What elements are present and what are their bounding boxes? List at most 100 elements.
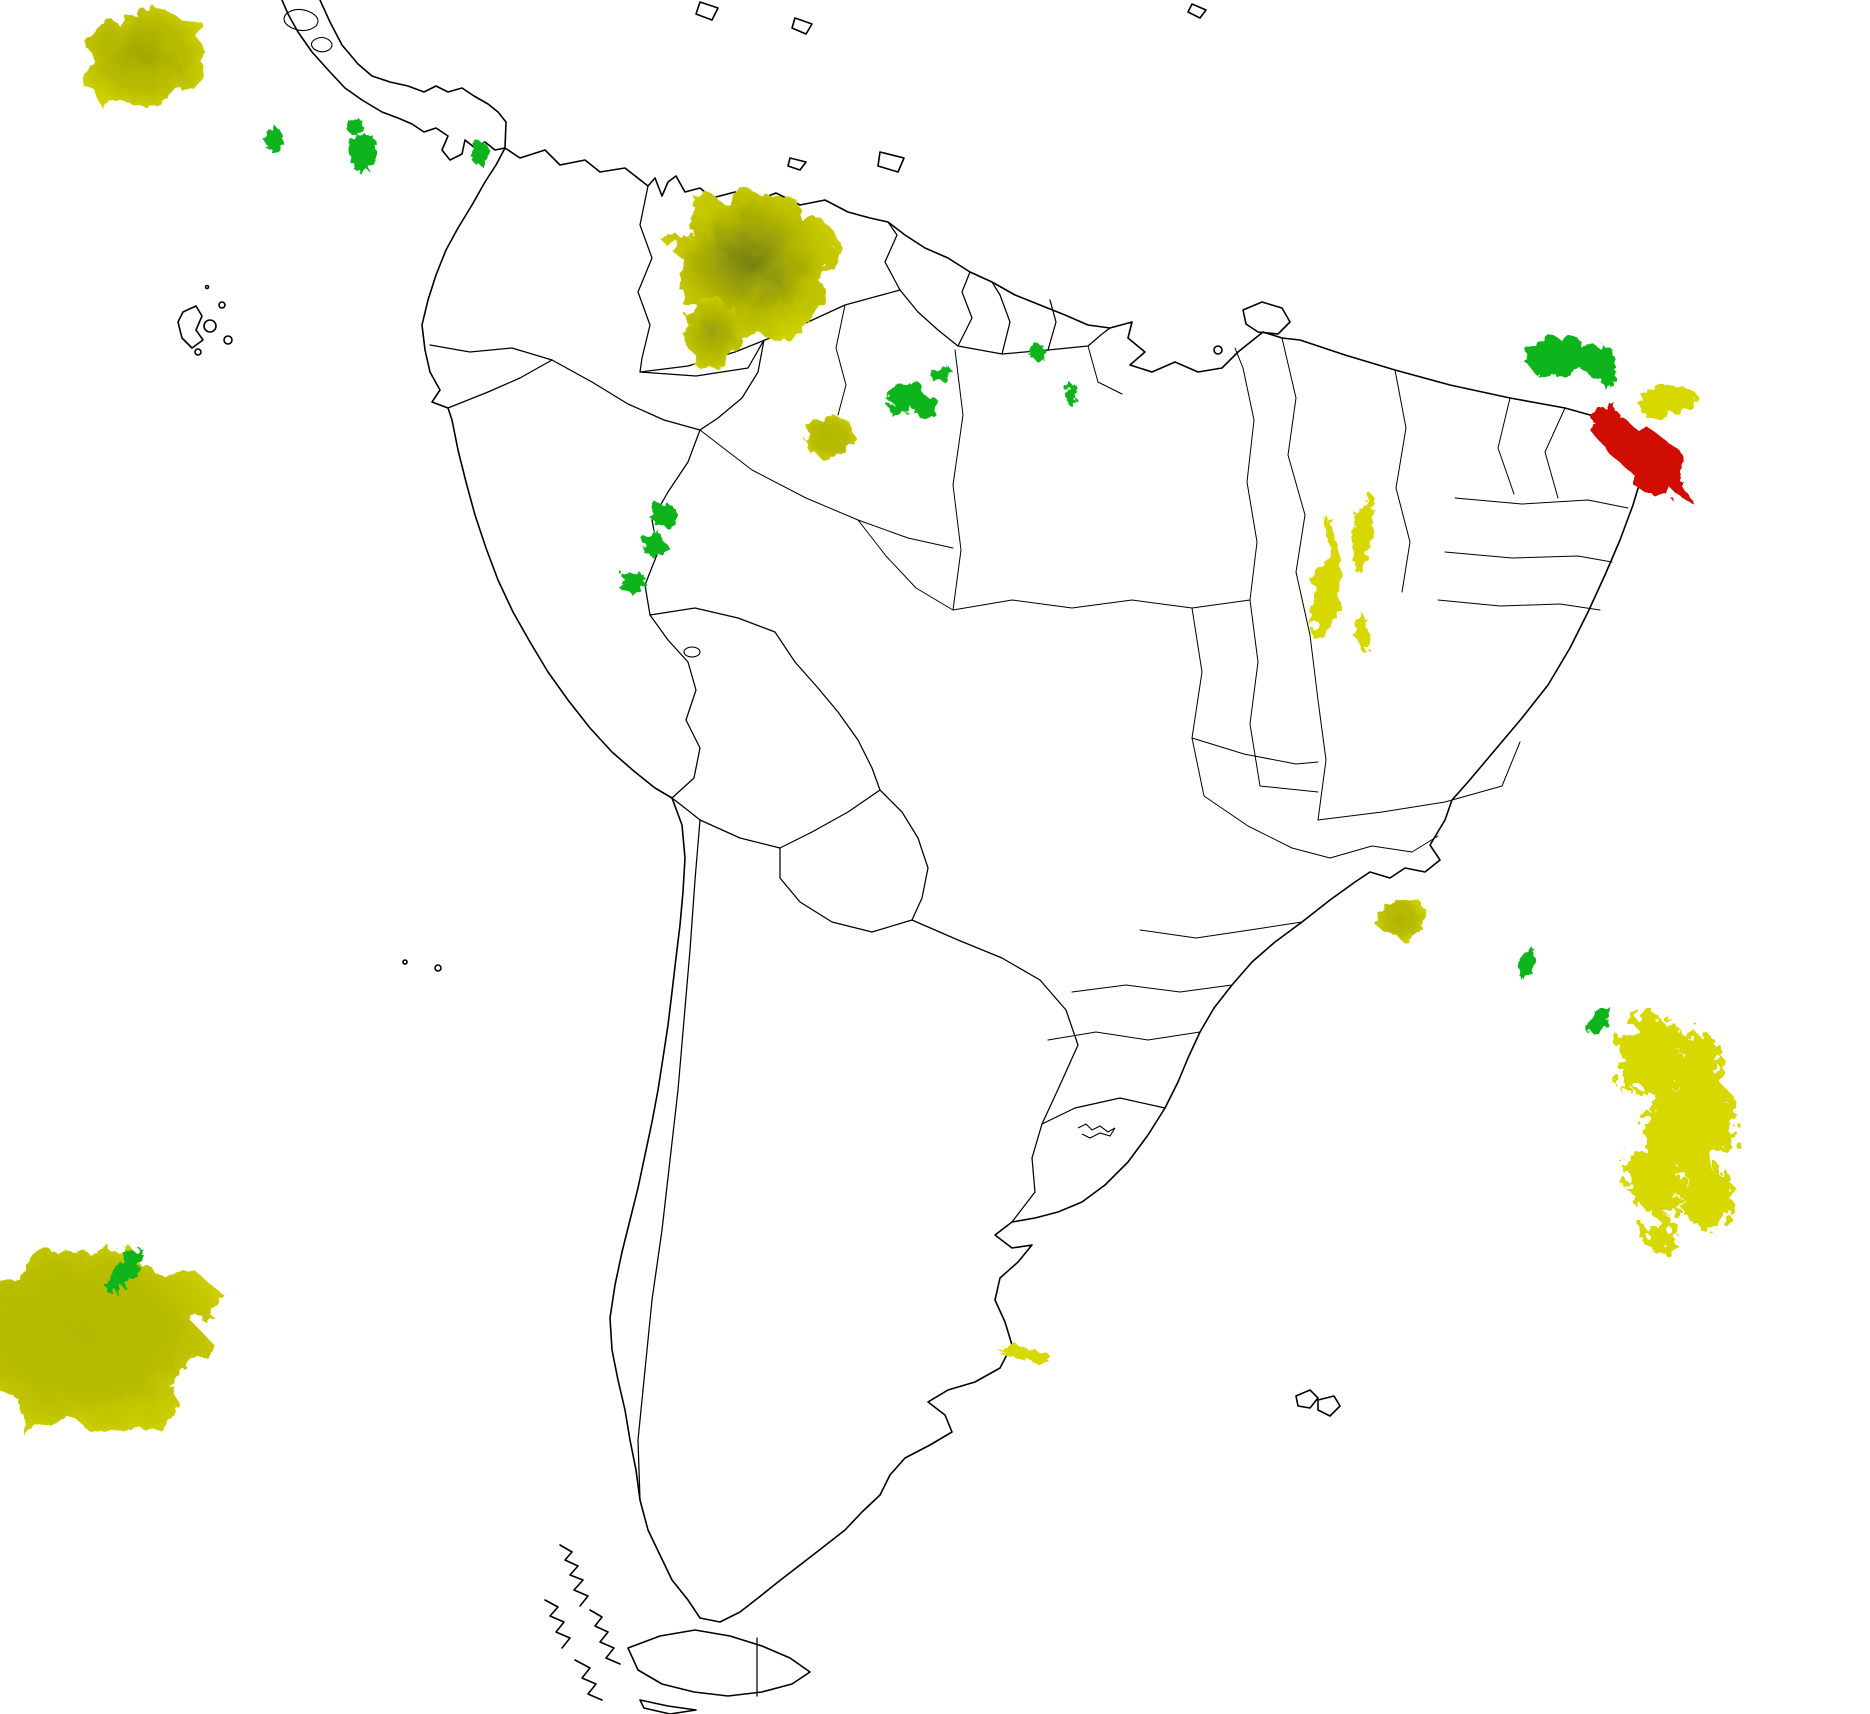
precipitation-cell-amazonas-green-2	[911, 393, 941, 419]
border-paraguay-brazil	[879, 789, 929, 921]
state-border-ce-rn	[1497, 397, 1515, 495]
precipitation-cell-amazonas-green-3	[887, 401, 908, 417]
precipitation-cell-amazonas-green-streak	[930, 365, 953, 383]
state-border-ac-am	[699, 429, 954, 549]
precipitation-cell-peru-border-green-1	[649, 501, 678, 529]
border-colombia-ecuador	[429, 344, 553, 361]
state-border-am-pa-mt	[952, 599, 1251, 611]
state-border-ap-pa	[1087, 345, 1123, 395]
precipitation-cell-atlantic-ne-green-a	[1522, 335, 1594, 379]
san-felix-islet-2	[434, 964, 442, 972]
border-bolivia-chile	[671, 719, 701, 799]
border-guyana-brazil	[899, 289, 959, 347]
lake-managua	[310, 36, 333, 53]
precipitation-cell-atlantic-ne-green-tail	[1600, 363, 1617, 392]
state-border-mt-go-ms	[1191, 607, 1205, 797]
border-argentina-brazil	[911, 919, 1079, 1125]
precipitation-cell-tocantins-streak-short	[1354, 610, 1369, 652]
precipitation-cell-pacific-nw-storm	[78, 4, 206, 109]
precipitation-cell-para-green-2	[1065, 381, 1080, 409]
border-ecuador-peru	[447, 359, 553, 409]
state-border-ma-pi	[1281, 337, 1319, 701]
galapagos-isabela-island	[177, 305, 204, 349]
precipitation-cell-colombia-amazon-storm-sw-lobe	[680, 297, 746, 372]
trinidad-island	[877, 151, 905, 173]
border-chile-bolivia-south	[671, 797, 701, 821]
state-border-rr-am	[835, 304, 847, 416]
precipitation-cells-layer	[0, 4, 1736, 1436]
caribbean-islet-1	[695, 1, 719, 21]
state-border-pr-sc	[1071, 984, 1233, 993]
precipitation-cell-atlantic-ne-yellow	[1638, 384, 1700, 419]
precipitation-cell-panama-coast-green	[470, 138, 490, 169]
precipitation-cell-atlantic-se-cluster-5	[1676, 1031, 1722, 1088]
precipitation-cell-peru-border-green-3	[619, 569, 648, 595]
border-suriname-frenchguiana	[1047, 299, 1057, 351]
falkland-east-island	[1317, 1395, 1341, 1417]
precipitation-cell-pacific-sw-storm	[0, 1241, 224, 1436]
state-border-sc-rs	[1047, 1031, 1201, 1041]
border-uruguay-argentina	[1011, 1123, 1043, 1223]
galapagos-islet-dot	[204, 284, 210, 290]
state-border-pa-ma	[1234, 347, 1258, 601]
precipitation-cell-atlantic-se-cluster-6	[1642, 1214, 1677, 1254]
border-guyana-venezuela	[884, 221, 901, 291]
fjords-1	[559, 1544, 589, 1607]
state-border-pb-pe	[1454, 497, 1629, 509]
caribbean-islet-3	[1187, 3, 1207, 19]
precipitation-cell-atlantic-se-cluster-2	[1645, 1063, 1736, 1179]
border-bolivia-argentina	[699, 819, 781, 849]
precipitation-cell-atlantic-se-cluster-1	[1616, 1009, 1693, 1099]
border-bolivia-paraguay	[779, 789, 881, 849]
state-border-go-mg	[1191, 737, 1319, 765]
border-chile-argentina	[637, 819, 701, 1501]
caribbean-islet-2	[791, 17, 813, 35]
precipitation-cell-para-green-1	[1026, 342, 1048, 362]
precipitation-cell-rio-coast-yellow	[1375, 898, 1424, 944]
precipitation-cell-atlantic-ne-red-tip	[1592, 403, 1620, 440]
border-peru-bolivia	[649, 614, 697, 721]
precipitation-cell-argentina-dash	[995, 1345, 1052, 1363]
border-colombia-brazil	[639, 339, 765, 431]
precipitation-cell-pacific-nw-green-1	[264, 126, 286, 153]
border-paraguay-argentina	[779, 847, 913, 933]
precipitation-cell-pacific-nw-green-2b	[347, 132, 378, 173]
precipitation-cell-atlantic-se-cluster-3	[1622, 1140, 1686, 1224]
border-bolivia-brazil	[649, 607, 881, 791]
border-venezuela-colombia	[637, 185, 653, 373]
precipitation-cell-atlantic-se-green-squiggle	[1586, 1005, 1611, 1034]
galapagos-island-5	[194, 348, 202, 356]
rio-negro-reservoir-uruguay	[1077, 1123, 1116, 1139]
margarita-island	[787, 157, 807, 171]
galapagos-island-4	[223, 335, 233, 345]
san-felix-islet-1	[402, 959, 408, 965]
state-border-pi-ce	[1394, 369, 1411, 593]
border-brazil-uruguay	[1041, 1097, 1166, 1125]
state-border-mg-sp-rj	[1329, 835, 1439, 859]
border-guyana-suriname	[957, 271, 973, 347]
galapagos-island-2	[203, 319, 217, 333]
state-border-to-pa-go	[1249, 599, 1319, 793]
fjords-2	[544, 1599, 571, 1649]
amazon-mouth-islet	[1213, 345, 1223, 355]
state-border-ba-mg	[1317, 741, 1521, 821]
precipitation-cell-tocantins-streak-long	[1312, 516, 1341, 644]
precipitation-cell-pacific-sw-green-streak	[105, 1247, 145, 1296]
state-borders-group	[699, 304, 1629, 1041]
state-border-ms-sp	[1203, 795, 1331, 859]
state-border-rn-pb	[1544, 407, 1566, 499]
galapagos-island-3	[218, 301, 226, 309]
state-border-sp-pr	[1139, 921, 1303, 939]
fjords-3	[589, 1609, 621, 1665]
precipitation-cell-tocantins-streak-upper	[1352, 492, 1377, 575]
lake-nicaragua	[283, 8, 319, 32]
state-border-al-se-ba	[1437, 599, 1601, 611]
marajo-island	[1242, 301, 1291, 335]
precipitation-cell-pacific-nw-green-2a	[347, 116, 364, 136]
lakes-group	[683, 646, 1116, 1139]
border-colombia-peru	[551, 359, 701, 431]
state-border-ro-am	[857, 519, 954, 611]
